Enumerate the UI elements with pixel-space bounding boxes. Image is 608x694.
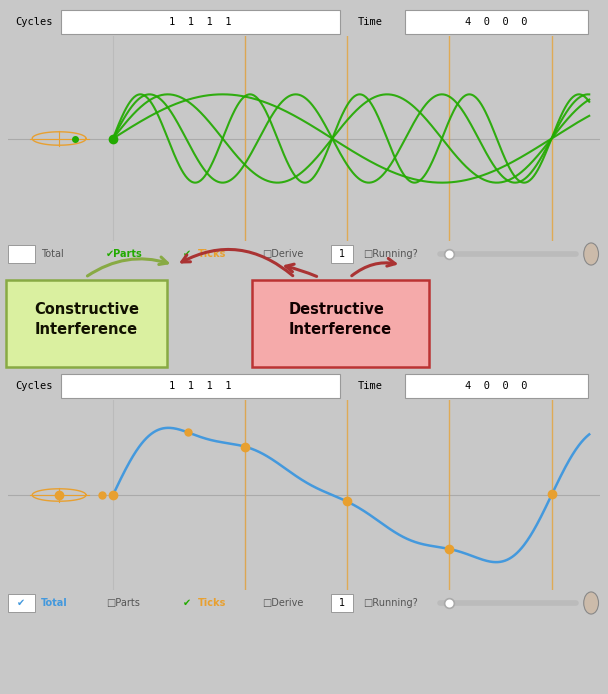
- Text: □Running?: □Running?: [363, 598, 418, 608]
- FancyBboxPatch shape: [331, 594, 353, 612]
- Text: 1  1  1  1: 1 1 1 1: [169, 381, 232, 391]
- Text: Total: Total: [41, 598, 67, 608]
- Text: ✔Parts: ✔Parts: [106, 249, 142, 259]
- FancyBboxPatch shape: [8, 245, 35, 263]
- Text: 1: 1: [339, 249, 345, 259]
- Text: ✔: ✔: [182, 249, 191, 259]
- Text: 1  1  1  1: 1 1 1 1: [169, 17, 232, 27]
- Text: 4  0  0  0: 4 0 0 0: [465, 381, 528, 391]
- FancyBboxPatch shape: [405, 10, 588, 34]
- Text: Cycles: Cycles: [15, 381, 53, 391]
- FancyBboxPatch shape: [61, 10, 339, 34]
- FancyBboxPatch shape: [8, 594, 35, 612]
- Text: 4  0  0  0: 4 0 0 0: [465, 17, 528, 27]
- FancyBboxPatch shape: [6, 280, 167, 367]
- FancyBboxPatch shape: [252, 280, 429, 367]
- Text: Time: Time: [358, 17, 382, 27]
- Text: Constructive
Interference: Constructive Interference: [35, 301, 139, 337]
- Text: □Parts: □Parts: [106, 598, 140, 608]
- Text: □Running?: □Running?: [363, 249, 418, 259]
- Ellipse shape: [584, 592, 598, 614]
- FancyBboxPatch shape: [405, 374, 588, 398]
- Text: Ticks: Ticks: [198, 598, 226, 608]
- Text: Destructive
Interference: Destructive Interference: [289, 301, 392, 337]
- FancyBboxPatch shape: [331, 245, 353, 263]
- Ellipse shape: [584, 243, 598, 265]
- Text: Time: Time: [358, 381, 382, 391]
- Text: Total: Total: [41, 249, 63, 259]
- Text: □Derive: □Derive: [263, 249, 304, 259]
- Text: Ticks: Ticks: [198, 249, 226, 259]
- Text: ✔: ✔: [17, 598, 25, 608]
- Text: □Derive: □Derive: [263, 598, 304, 608]
- Text: Cycles: Cycles: [15, 17, 53, 27]
- Text: ✔: ✔: [182, 598, 191, 608]
- FancyBboxPatch shape: [61, 374, 339, 398]
- Text: 1: 1: [339, 598, 345, 608]
